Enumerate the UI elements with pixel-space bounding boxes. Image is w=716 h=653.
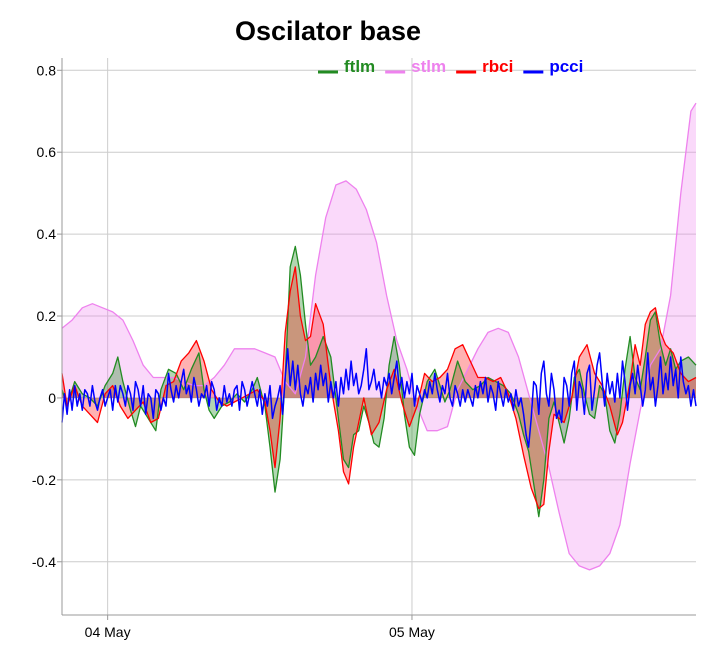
y-tick-label: -0.2 [32,472,56,488]
series-lines [61,102,697,571]
grid [62,58,696,615]
legend[interactable]: ftlm stlm rbci pcci [318,57,583,76]
y-tick-label: 0.4 [37,226,57,242]
y-tick-label: 0.6 [37,144,57,160]
legend-label-rbci[interactable]: rbci [482,57,513,76]
y-tick-label: 0.8 [37,62,57,78]
series-area-ftlm [62,246,696,517]
series-areas [62,103,696,570]
series-area-rbci [62,266,696,509]
x-tick-label: 05 May [389,624,435,640]
y-tick-label: 0 [48,390,56,406]
series-line-pcci [61,348,697,448]
series-line-ftlm [61,245,697,518]
legend-label-pcci[interactable]: pcci [549,57,583,76]
legend-label-stlm[interactable]: stlm [411,57,446,76]
x-tick-label: 04 May [85,624,131,640]
axes: 0.8 0.6 0.4 0.2 0 -0.2 -0.4 04 May 05 May [32,58,696,640]
series-area-stlm [62,103,696,570]
chart-title: Oscilator base [235,16,421,46]
y-tick-label: -0.4 [32,554,56,570]
series-line-rbci [61,266,697,510]
y-tick-label: 0.2 [37,308,57,324]
legend-label-ftlm[interactable]: ftlm [344,57,375,76]
